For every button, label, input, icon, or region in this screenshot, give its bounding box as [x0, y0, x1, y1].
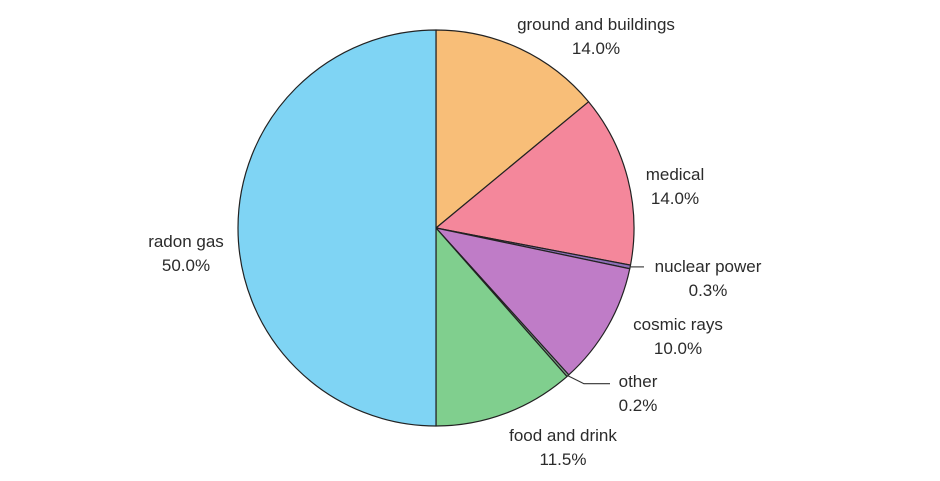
slice-percent-radon-gas: 50.0%: [162, 256, 210, 275]
pie-slice-ground-and-buildings: [435, 29, 590, 229]
leader-line-other: [567, 375, 610, 385]
leader-lines: [567, 266, 644, 385]
slice-percent-ground-and-buildings: 14.0%: [572, 39, 620, 58]
slice-labels: ground and buildings 14.0% medical 14.0% nuc…: [148, 15, 762, 469]
pie-slice-cosmic-rays: [435, 227, 631, 376]
pie-slice-medical: [435, 101, 635, 266]
slice-label-ground-and-buildings: ground and buildings: [517, 15, 675, 34]
slice-label-other: other: [619, 372, 658, 391]
slice-percent-cosmic-rays: 10.0%: [654, 339, 702, 358]
slice-percent-other: 0.2%: [619, 396, 658, 415]
pie-slices: [237, 29, 635, 427]
slice-percent-nuclear-power: 0.3%: [689, 281, 728, 300]
slice-percent-food-and-drink: 11.5%: [540, 450, 587, 469]
pie-slice-food-and-drink: [435, 227, 568, 427]
slice-label-medical: medical: [646, 165, 705, 184]
slice-label-cosmic-rays: cosmic rays: [633, 315, 723, 334]
slice-label-nuclear-power: nuclear power: [655, 257, 762, 276]
slice-label-radon-gas: radon gas: [148, 232, 224, 251]
slice-percent-medical: 14.0%: [651, 189, 699, 208]
slice-label-food-and-drink: food and drink: [509, 426, 617, 445]
pie-slice-radon-gas: [237, 29, 437, 427]
